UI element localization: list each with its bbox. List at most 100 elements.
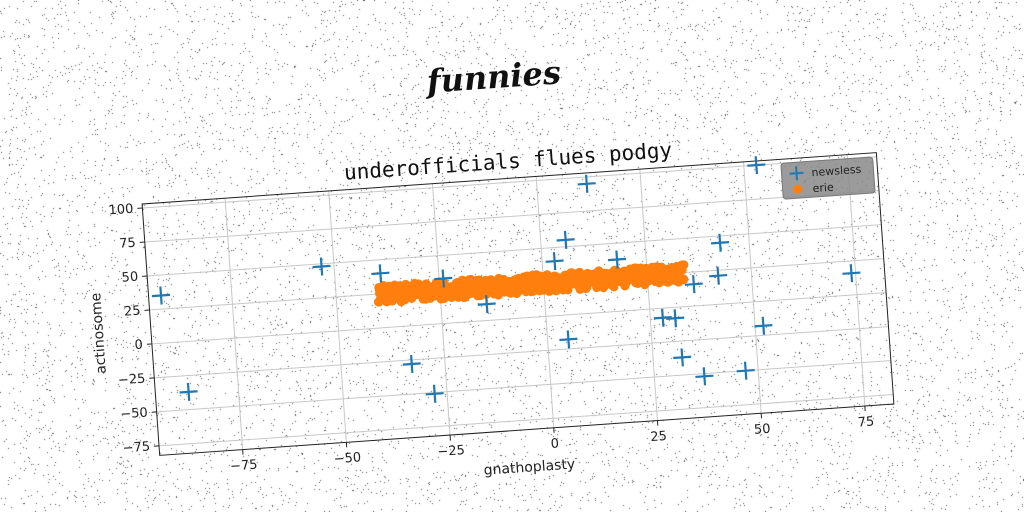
grid-line-y [151, 292, 887, 345]
data-point-erie [469, 278, 479, 288]
data-point-erie [551, 283, 561, 293]
data-point-newsless [666, 309, 685, 328]
data-point-newsless [695, 367, 714, 386]
data-point-erie [391, 286, 401, 296]
data-point-newsless [151, 286, 171, 305]
data-point-newsless [684, 275, 703, 294]
grid-line-x [743, 161, 762, 414]
data-point-newsless [312, 257, 331, 276]
grid-line-x [431, 183, 451, 436]
series-newsless [151, 156, 861, 403]
y-tick-label: 50 [121, 270, 139, 286]
data-point-erie [626, 272, 636, 282]
y-axis-label: actinosome [88, 292, 110, 374]
data-point-newsless [710, 233, 730, 252]
data-point-newsless [842, 264, 861, 283]
data-point-erie [509, 287, 519, 297]
x-tick-label: 0 [550, 436, 559, 452]
y-tick-label: 75 [119, 236, 137, 252]
grid-line-y [158, 394, 894, 447]
data-point-erie [543, 282, 553, 292]
legend-label-newsless: newsless [811, 163, 862, 179]
data-point-erie [596, 269, 606, 279]
legend-marker-newsless [789, 166, 804, 181]
y-tick-label: −50 [120, 406, 148, 423]
grid-line-y [154, 326, 889, 379]
data-point-erie [446, 289, 456, 299]
chart-axes: −75 −50 −25 0 25 50 75 −75 −50 −25 0 25 50 75 100 gnath… [88, 138, 895, 479]
data-point-erie [573, 270, 583, 280]
data-point-erie [551, 272, 561, 282]
data-point-erie [627, 265, 637, 275]
data-point-newsless [434, 269, 453, 288]
grid-line-x [224, 198, 244, 450]
data-point-erie [616, 276, 626, 286]
y-tick-label: −75 [122, 439, 150, 456]
data-point-erie [587, 277, 597, 287]
data-point-newsless [754, 316, 773, 335]
data-point-newsless [556, 230, 575, 249]
y-tick-label: −25 [117, 372, 145, 389]
data-point-newsless [545, 252, 564, 271]
figure-suptitle: funnies [424, 53, 562, 100]
data-point-erie [607, 279, 617, 289]
data-point-newsless [477, 295, 496, 314]
data-point-erie [500, 282, 510, 292]
data-point-erie [639, 264, 649, 274]
data-point-erie [650, 277, 660, 287]
x-tick-label: −75 [230, 458, 258, 475]
data-point-erie [528, 270, 538, 280]
grid [142, 154, 894, 450]
legend-marker-erie [793, 184, 803, 194]
data-point-newsless [709, 266, 728, 285]
data-point-erie [378, 288, 388, 298]
data-point-erie [421, 294, 431, 304]
data-point-newsless [179, 382, 198, 401]
grid-line-x [639, 169, 658, 421]
y-tick-label: 100 [108, 202, 134, 219]
data-point-erie [664, 268, 674, 278]
data-point-erie [598, 277, 608, 287]
x-axis-label: gnathoplasty [483, 456, 576, 478]
y-tick-label: 25 [124, 304, 142, 320]
data-point-erie [488, 281, 498, 291]
grid-line-x [535, 176, 555, 428]
data-point-erie [417, 283, 427, 293]
data-point-erie [679, 275, 689, 285]
data-point-erie [643, 276, 653, 286]
grid-line-x [328, 190, 347, 443]
x-tick-label: 25 [650, 429, 668, 445]
legend: newsless erie [780, 156, 876, 200]
data-point-erie [580, 280, 590, 290]
legend-box [780, 156, 876, 200]
data-point-newsless [747, 156, 766, 175]
data-point-newsless [402, 354, 421, 374]
data-point-newsless [371, 264, 390, 283]
data-point-newsless [425, 384, 444, 403]
data-point-erie [528, 286, 538, 296]
x-tick-label: −25 [437, 443, 465, 460]
grid-line-y [144, 190, 880, 243]
data-point-erie [650, 262, 660, 272]
legend-label-erie: erie [812, 181, 834, 195]
grid-line-y [156, 360, 891, 413]
data-point-erie [458, 275, 468, 285]
data-point-erie [387, 296, 397, 306]
y-tick-label: 0 [134, 338, 143, 354]
series-erie [373, 260, 689, 307]
data-point-erie [402, 293, 412, 303]
data-point-erie [607, 267, 617, 277]
data-point-erie [437, 287, 447, 297]
x-tick-label: 75 [857, 414, 875, 430]
data-point-newsless [673, 348, 692, 367]
data-point-erie [410, 278, 420, 288]
grid-line-x [846, 154, 866, 407]
data-point-newsless [577, 174, 596, 193]
data-point-erie [527, 278, 537, 288]
grid-line-y [147, 224, 882, 277]
data-point-newsless [607, 250, 627, 269]
chart-title: underofficials flues podgy [343, 138, 673, 185]
x-tick-label: 50 [754, 422, 772, 438]
